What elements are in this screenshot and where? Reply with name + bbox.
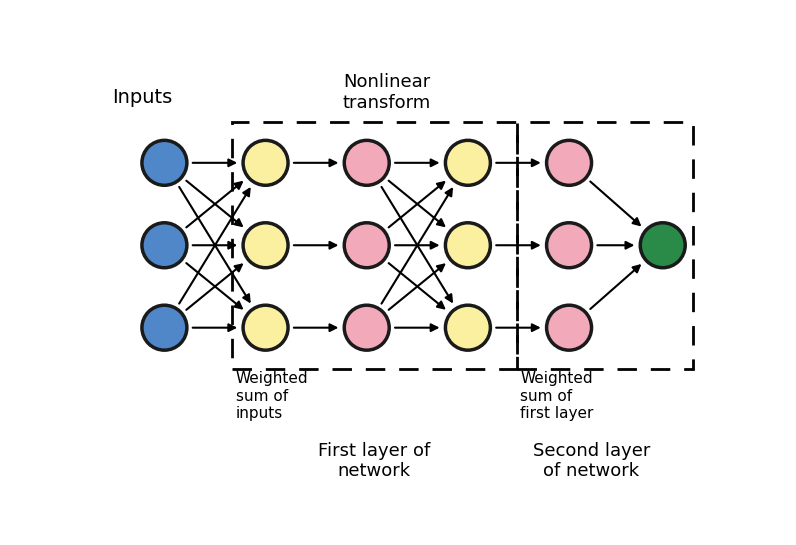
Circle shape <box>446 305 490 350</box>
Circle shape <box>142 223 187 268</box>
Text: Nonlinear
transform: Nonlinear transform <box>342 73 431 112</box>
Bar <box>232 122 517 369</box>
Circle shape <box>446 140 490 185</box>
Text: First layer of
network: First layer of network <box>318 441 431 480</box>
Circle shape <box>243 140 288 185</box>
Circle shape <box>640 223 685 268</box>
Circle shape <box>344 140 389 185</box>
Circle shape <box>142 305 187 350</box>
Circle shape <box>547 223 591 268</box>
Circle shape <box>446 223 490 268</box>
Circle shape <box>142 140 187 185</box>
Circle shape <box>344 305 389 350</box>
Circle shape <box>547 140 591 185</box>
Text: Inputs: Inputs <box>112 88 172 107</box>
Text: Second layer
of network: Second layer of network <box>533 441 650 480</box>
Circle shape <box>243 305 288 350</box>
Text: Weighted
sum of
first layer: Weighted sum of first layer <box>521 371 594 421</box>
Text: Weighted
sum of
inputs: Weighted sum of inputs <box>236 371 308 421</box>
Circle shape <box>547 305 591 350</box>
Bar <box>517 122 693 369</box>
Circle shape <box>344 223 389 268</box>
Circle shape <box>243 223 288 268</box>
